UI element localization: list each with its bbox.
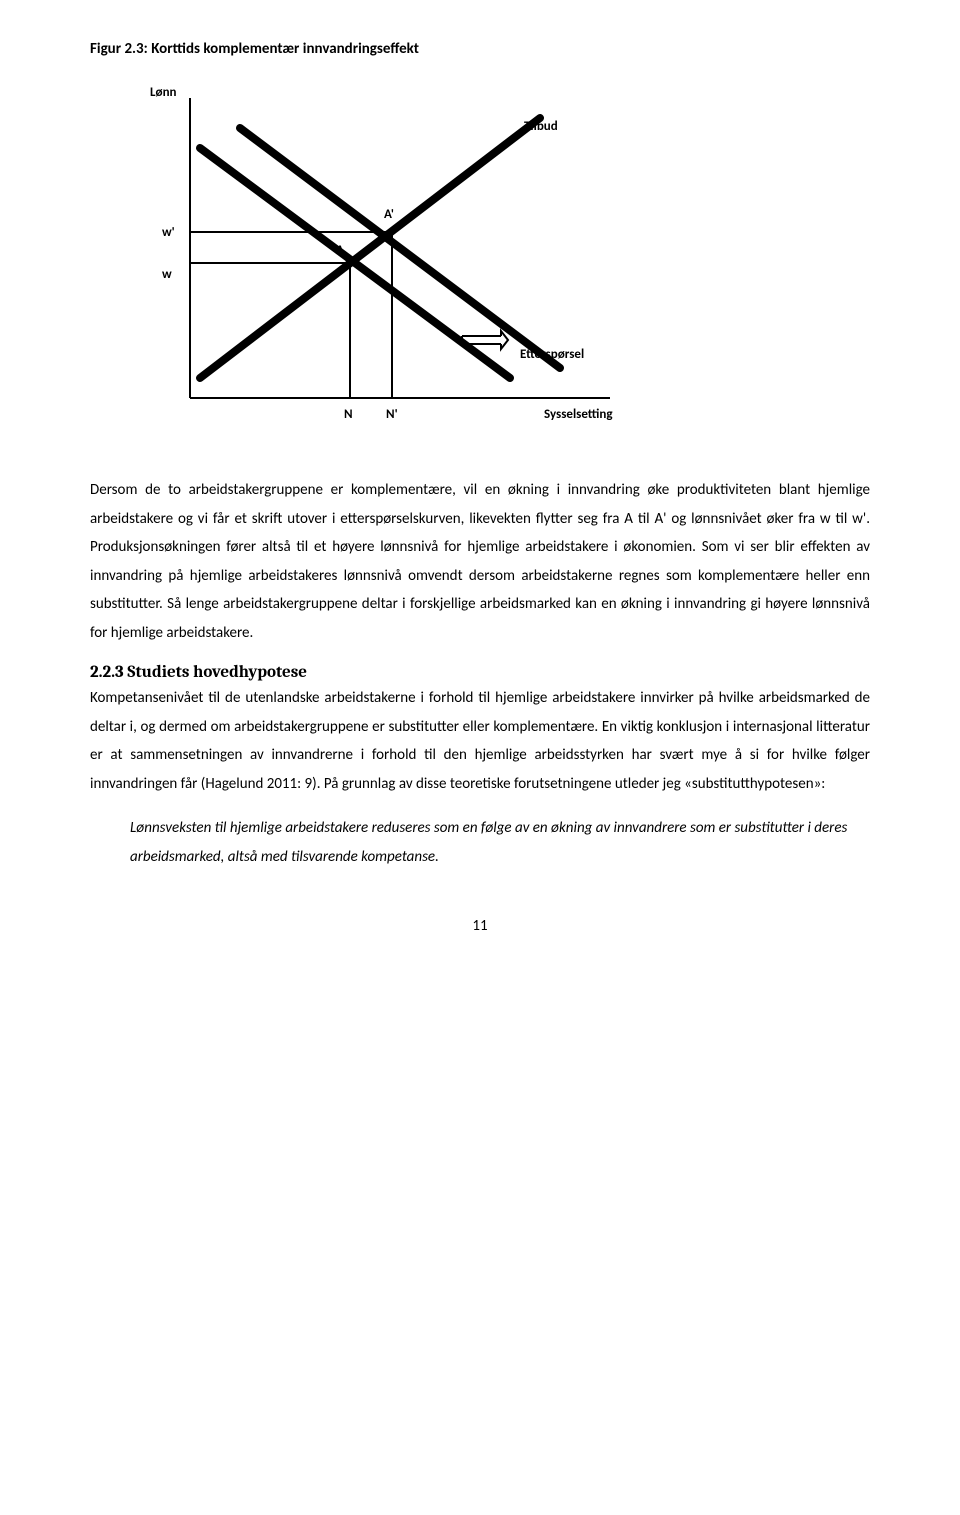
supply-demand-diagram: Lønn Sysselsetting Tilbud Etterspørsel w' w A'… xyxy=(110,68,630,448)
body-paragraph-2: Kompetansenivået til de utenlandske arbe… xyxy=(90,684,870,798)
svg-text:w: w xyxy=(162,267,172,282)
figure-container: Lønn Sysselsetting Tilbud Etterspørsel w' w A'… xyxy=(90,68,870,448)
svg-text:N: N xyxy=(344,407,353,422)
hypothesis-quote: Lønnsveksten til hjemlige arbeidstakere … xyxy=(130,814,850,871)
page-number: 11 xyxy=(90,917,870,935)
svg-text:A': A' xyxy=(384,207,394,222)
svg-text:w': w' xyxy=(162,225,175,240)
svg-text:Sysselsetting: Sysselsetting xyxy=(544,407,613,422)
section-heading: 2.2.3 Studiets hovedhypotese xyxy=(90,663,870,682)
svg-text:A: A xyxy=(336,243,344,258)
svg-text:Tilbud: Tilbud xyxy=(524,119,558,134)
figure-title: Figur 2.3: Korttids komplementær innvand… xyxy=(90,40,870,58)
svg-text:N': N' xyxy=(386,407,398,422)
svg-text:Lønn: Lønn xyxy=(150,85,177,100)
body-paragraph-1: Dersom de to arbeidstakergruppene er kom… xyxy=(90,476,870,647)
svg-text:Etterspørsel: Etterspørsel xyxy=(520,347,584,362)
